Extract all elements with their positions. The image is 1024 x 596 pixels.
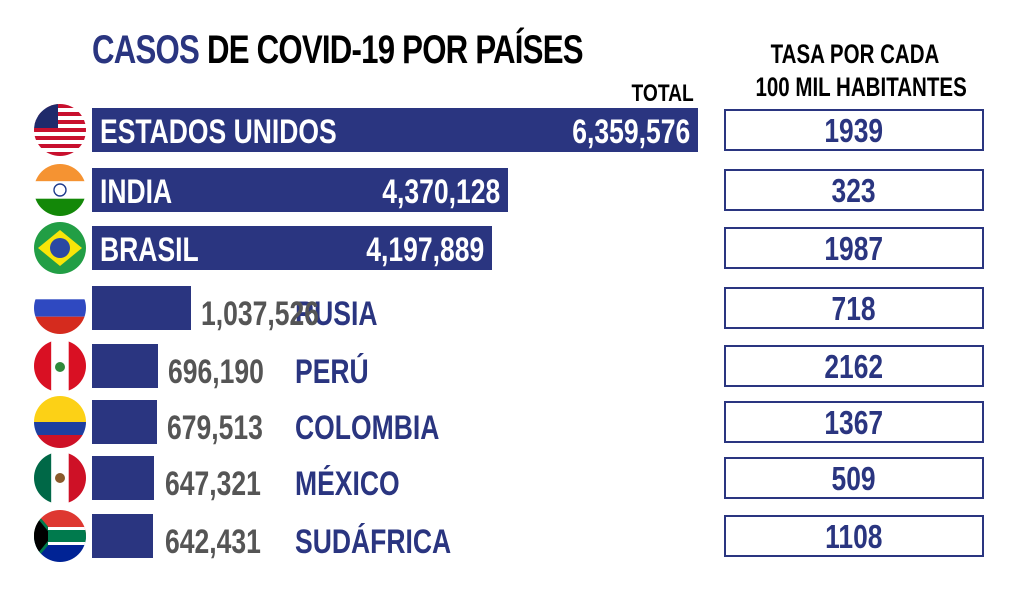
country-label-colombia: COLOMBIA <box>295 409 440 447</box>
rate-box-sudafrica: 1108 <box>724 515 984 557</box>
rate-header-line1: TASA POR CADA <box>770 39 940 69</box>
bar-mexico <box>92 456 154 500</box>
country-label-brasil: BRASIL <box>100 231 199 269</box>
peru-flag-icon <box>34 340 86 392</box>
value-label-mexico: 647,321 <box>165 465 261 503</box>
rate-value-rusia: 718 <box>831 290 877 327</box>
chart-title-rest: DE COVID-19 POR PAÍSES <box>199 28 584 72</box>
value-label-india: 4,370,128 <box>382 173 500 211</box>
rate-value-peru: 2162 <box>824 348 884 385</box>
south-africa-flag-icon <box>34 510 86 562</box>
bar-estados-unidos <box>92 108 698 152</box>
bar-sudafrica <box>92 514 153 558</box>
chart-title: CASOS DE COVID-19 POR PAÍSES <box>92 26 721 74</box>
russia-flag-icon <box>34 282 86 334</box>
usa-flag-icon <box>34 104 86 156</box>
country-label-estados-unidos: ESTADOS UNIDOS <box>100 113 337 151</box>
total-header-label: TOTAL <box>631 80 694 107</box>
rate-box-colombia: 1367 <box>724 401 984 443</box>
rate-value-brasil: 1987 <box>824 230 884 267</box>
rate-box-india: 323 <box>724 169 984 211</box>
bar-india <box>92 168 508 212</box>
value-label-colombia: 679,513 <box>167 409 263 447</box>
rate-column-header: TASA POR CADA 100 MIL HABITANTES <box>724 38 986 104</box>
value-label-sudafrica: 642,431 <box>165 523 261 561</box>
country-label-rusia: RUSIA <box>295 295 378 333</box>
value-label-rusia: 1,037,526 <box>201 295 319 333</box>
country-label-sudafrica: SUDÁFRICA <box>295 523 452 561</box>
rate-header-line2: 100 MIL HABITANTES <box>755 72 967 102</box>
rate-box-mexico: 509 <box>724 457 984 499</box>
bar-rusia <box>92 286 191 330</box>
brazil-flag-icon <box>34 222 86 274</box>
value-label-estados-unidos: 6,359,576 <box>572 113 690 151</box>
bar-brasil <box>92 226 492 270</box>
country-label-mexico: MÉXICO <box>295 465 400 503</box>
bar-colombia <box>92 400 157 444</box>
rate-box-rusia: 718 <box>724 287 984 329</box>
country-label-peru: PERÚ <box>295 353 369 391</box>
rate-box-estados-unidos: 1939 <box>724 109 984 151</box>
rate-value-mexico: 509 <box>831 460 877 497</box>
chart-title-highlight: CASOS <box>92 28 200 72</box>
country-label-india: INDIA <box>100 173 173 211</box>
value-label-brasil: 4,197,889 <box>366 231 484 269</box>
rate-value-india: 323 <box>831 172 877 209</box>
bar-peru <box>92 344 158 388</box>
total-column-header: TOTAL <box>592 80 694 108</box>
rate-value-sudafrica: 1108 <box>825 518 883 555</box>
rate-box-brasil: 1987 <box>724 227 984 269</box>
rate-value-colombia: 1367 <box>824 404 884 441</box>
india-flag-icon <box>34 164 86 216</box>
colombia-flag-icon <box>34 396 86 448</box>
value-label-peru: 696,190 <box>168 353 264 391</box>
mexico-flag-icon <box>34 452 86 504</box>
rate-box-peru: 2162 <box>724 345 984 387</box>
rate-value-estados-unidos: 1939 <box>824 112 884 149</box>
